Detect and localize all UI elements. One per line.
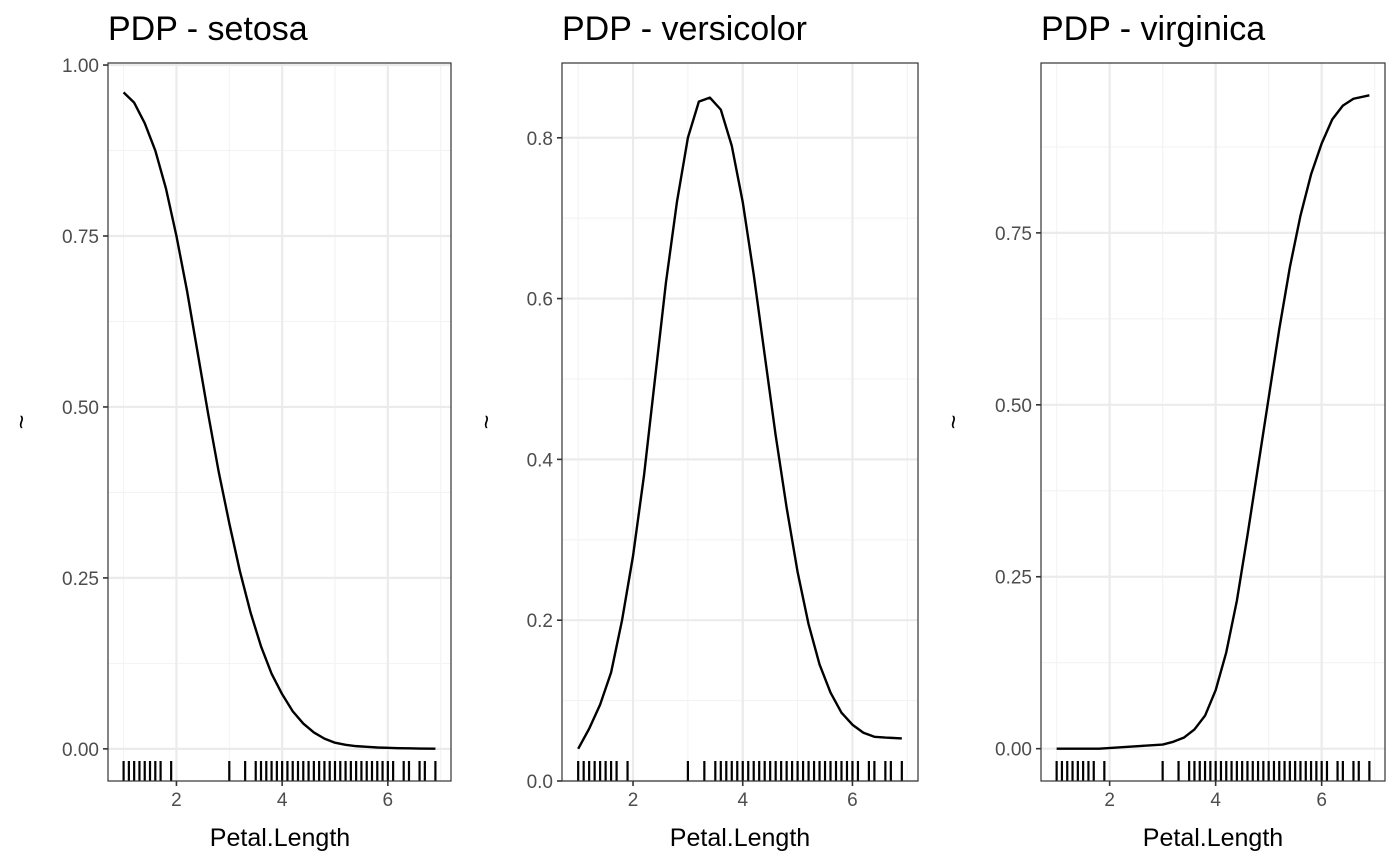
x-axis-title: Petal.Length — [1143, 824, 1283, 852]
x-tick-label: 2 — [628, 790, 639, 811]
panel-virginica: PDP - virginica ~ Petal.Length 2 4 6 0.00 0.… — [940, 10, 1386, 852]
x-tick-label: 4 — [737, 790, 748, 811]
y-tick-label: 0.25 — [62, 569, 99, 590]
y-tick-label: 0.00 — [62, 740, 99, 761]
y-tick-label: 0.50 — [62, 398, 99, 419]
x-tick-label: 2 — [171, 790, 182, 811]
y-tick-label: 1.00 — [62, 56, 99, 77]
plot-area: 2 4 6 0.00 0.25 0.50 0.75 — [995, 62, 1386, 811]
x-tick-label: 6 — [847, 790, 858, 811]
panel-versicolor: PDP - versicolor ~ Petal.Length 2 4 6 0.0 0.… — [473, 10, 919, 852]
pdp-line — [122, 91, 436, 750]
pdp-line — [1056, 94, 1370, 750]
panel-border — [107, 62, 452, 782]
panel-border — [561, 62, 919, 782]
panel-title: PDP - setosa — [108, 10, 308, 48]
x-tick-label: 6 — [383, 790, 394, 811]
panel-title: PDP - virginica — [1041, 10, 1265, 48]
y-tick-label: 0.50 — [995, 396, 1032, 417]
y-tick-label: 0.0 — [527, 772, 553, 793]
plot-area: 2 4 6 0.00 0.25 0.50 0.75 1.00 — [62, 56, 452, 811]
x-tick-label: 4 — [1210, 790, 1221, 811]
y-tick-label: 0.25 — [995, 568, 1032, 589]
plot-area: 2 4 6 0.0 0.2 0.4 0.6 0.8 — [527, 62, 919, 811]
y-axis-title: ~ — [8, 415, 36, 430]
pdp-line — [577, 96, 902, 750]
x-tick-label: 4 — [277, 790, 288, 811]
y-tick-label: 0.75 — [995, 224, 1032, 245]
panel-border — [1040, 62, 1386, 782]
y-axis-title: ~ — [940, 415, 968, 430]
panel-setosa: PDP - setosa ~ Petal.Length 2 4 6 0.00 0.25 0… — [8, 10, 452, 852]
x-axis-title: Petal.Length — [670, 824, 810, 852]
y-tick-label: 0.6 — [527, 290, 553, 311]
x-tick-label: 2 — [1104, 790, 1115, 811]
y-tick-label: 0.00 — [995, 740, 1032, 761]
y-tick-label: 0.8 — [527, 129, 553, 150]
panel-title: PDP - versicolor — [562, 10, 807, 48]
y-tick-label: 0.75 — [62, 227, 99, 248]
y-tick-label: 0.4 — [527, 450, 554, 471]
x-axis-title: Petal.Length — [210, 824, 350, 852]
y-tick-label: 0.2 — [527, 611, 553, 632]
x-tick-label: 6 — [1316, 790, 1327, 811]
y-axis-title: ~ — [473, 415, 501, 430]
